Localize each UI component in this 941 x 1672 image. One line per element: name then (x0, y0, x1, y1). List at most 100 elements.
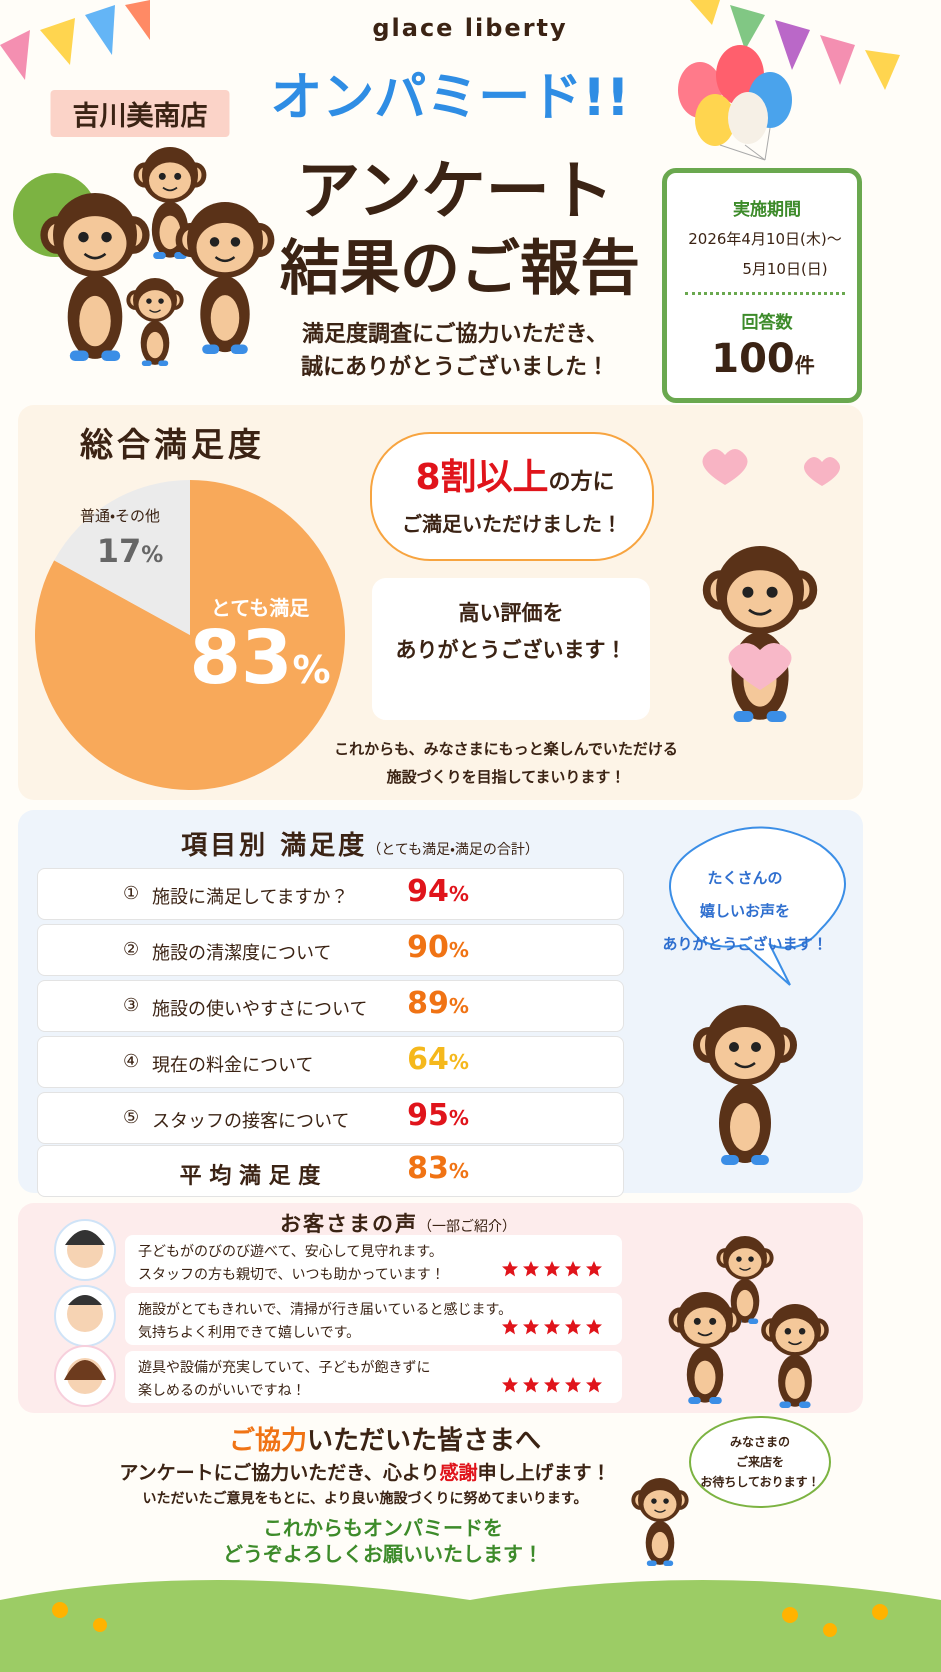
decoration (630, 1477, 690, 1567)
unit: % (448, 1159, 469, 1183)
bubble-text: みなさまの ご来店を お待ちしております！ (700, 1432, 819, 1492)
footer-text: 施設づくりを目指してまいります！ (386, 768, 626, 786)
closing-text: どうぞよろしくお願いいたします！ (223, 1542, 543, 1566)
row-box (37, 924, 624, 976)
row-label: スタッフの接客について (152, 1111, 350, 1132)
slice-label: とても満足 (210, 596, 310, 620)
highlight: 感謝 (439, 1462, 478, 1484)
voice-box (125, 1235, 622, 1287)
row-label: 施設に満足してますか？ (152, 887, 349, 908)
decoration (775, 20, 810, 70)
value: 17 (96, 532, 142, 570)
title-line: アンケート (296, 155, 614, 229)
text: の方に (548, 470, 615, 495)
note: （とても満足・満足の合計） (367, 842, 539, 858)
row-number: ④ (123, 1051, 140, 1072)
decoration (0, 1580, 941, 1672)
decoration (52, 1602, 68, 1618)
decoration (689, 1416, 831, 1508)
slice-value: 83% (189, 615, 330, 701)
unit: % (141, 543, 164, 568)
title-line: 結果のご報告 (280, 234, 640, 304)
section-title: 項目別 満足度（とても満足・満足の合計） (181, 825, 539, 862)
brand: glace liberty (372, 14, 568, 42)
voice-text: 気持ちよく利用できて嬉しいです。 (138, 1325, 361, 1341)
title: お客さまの声 (280, 1212, 418, 1236)
rating (502, 1377, 602, 1393)
row-value: 94% (407, 874, 469, 909)
row-value: 83% (407, 1151, 469, 1186)
row-number: ② (123, 939, 140, 960)
decoration (39, 191, 151, 363)
row-value: 89% (407, 986, 469, 1021)
unit: % (292, 648, 331, 692)
line: みなさまの (729, 1435, 790, 1449)
unit: % (448, 994, 469, 1018)
closing-text: アンケートにご協力いただき、心より感謝申し上げます！ (119, 1458, 610, 1485)
star (502, 1261, 518, 1277)
value: 89 (407, 986, 449, 1021)
decoration (52, 1602, 888, 1637)
star (586, 1377, 602, 1393)
star (544, 1261, 560, 1277)
value: 83 (407, 1151, 449, 1186)
section-title: 総合満足度 (80, 425, 265, 464)
value: 90 (407, 930, 449, 965)
highlight: ご協力 (228, 1426, 307, 1456)
star (565, 1319, 581, 1335)
count-label: 回答数 (741, 313, 793, 333)
decoration (93, 1618, 107, 1632)
star (586, 1319, 602, 1335)
star (523, 1319, 539, 1335)
title: 項目別 満足度 (181, 831, 368, 861)
note: （一部ご紹介） (418, 1219, 516, 1235)
info-box (662, 168, 862, 403)
row-box (37, 1092, 624, 1144)
line: お待ちしております！ (700, 1475, 820, 1489)
unit: % (448, 882, 469, 906)
row-value: 90% (407, 930, 469, 965)
closing-text: これからもオンパミードを (263, 1516, 503, 1540)
section-title: お客さまの声（一部ご紹介） (280, 1208, 516, 1238)
value: 83 (189, 615, 293, 701)
rating (502, 1261, 602, 1277)
count-value: 100 (711, 336, 795, 382)
period-label: 実施期間 (733, 200, 801, 220)
unit: % (448, 1050, 469, 1074)
bubble-text: ご満足いただけました！ (402, 512, 622, 536)
decoration (730, 5, 765, 50)
decoration (85, 5, 115, 55)
value: 94 (407, 874, 449, 909)
decoration (782, 1607, 798, 1623)
closing-text: いただいたご意見をもとに、より良い施設づくりに努めてまいります。 (142, 1491, 588, 1507)
decoration (719, 127, 771, 161)
star (565, 1261, 581, 1277)
decoration (40, 18, 75, 65)
logo: オンパミード!! (270, 68, 630, 128)
star (586, 1261, 602, 1277)
decoration (174, 200, 276, 356)
line: ありがとうございます！ (662, 935, 828, 953)
row-box (37, 1145, 624, 1197)
decoration (728, 643, 792, 690)
row-number: ③ (123, 995, 140, 1016)
decoration (702, 449, 748, 485)
text: いただいた皆さまへ (307, 1426, 542, 1456)
decoration (0, 30, 30, 80)
line: 嬉しいお声を (699, 902, 791, 920)
message: 誠にありがとうございました！ (300, 355, 610, 380)
decoration (690, 0, 720, 25)
text: 申し上げます！ (477, 1462, 611, 1484)
praise: ありがとうございます！ (395, 638, 627, 662)
decoration (125, 0, 150, 40)
voice-text: スタッフの方も親切で、いつも助かっています！ (138, 1267, 445, 1283)
decoration (68, 1295, 102, 1305)
speech-bubble-text: たくさんの 嬉しいお声を ありがとうございます！ (662, 862, 827, 961)
pie-slice (54, 480, 191, 635)
voice-text: 子どもがのびのび遊べて、安心して見守れます。 (138, 1244, 443, 1260)
text: アンケートにご協力いただき、心より (119, 1462, 440, 1484)
star (565, 1377, 581, 1393)
bubble-text: 8割以上の方に (415, 448, 614, 500)
